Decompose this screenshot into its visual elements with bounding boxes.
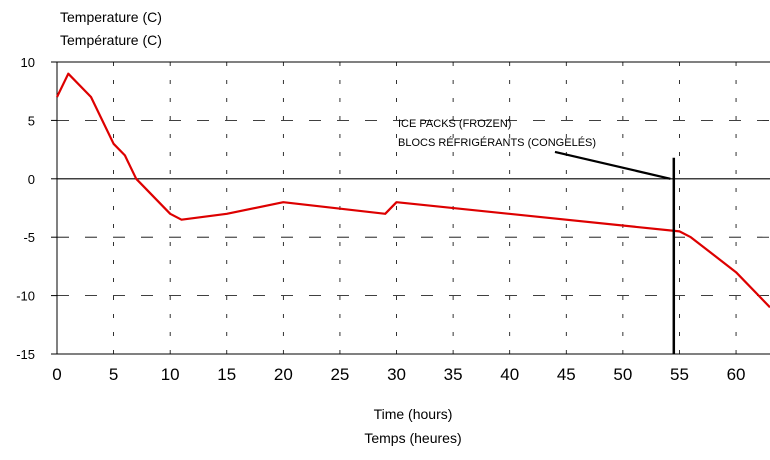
y-tick-label: -10 (16, 289, 35, 304)
x-tick-label: 5 (109, 365, 118, 384)
y-tick-label: 5 (28, 113, 35, 128)
x-axis-label: Temps (heures) (364, 430, 461, 446)
y-tick-label: -5 (23, 230, 35, 245)
x-tick-label: 15 (217, 365, 236, 384)
x-tick-label: 45 (557, 365, 576, 384)
y-tick-label: -15 (16, 347, 35, 362)
annotation-pointer-line (554, 150, 671, 180)
x-axis-label: Time (hours) (374, 406, 453, 422)
x-tick-label: 35 (444, 365, 463, 384)
x-tick-label: 55 (670, 365, 689, 384)
y-axis-label: Température (C) (60, 32, 162, 48)
y-axis-label: Temperature (C) (60, 9, 162, 25)
x-tick-label: 60 (727, 365, 746, 384)
x-tick-label: 50 (613, 365, 632, 384)
annotation-label: BLOCS RÉFRIGÉRANTS (CONGELÉS) (398, 136, 596, 149)
temperature-series-line (56, 72, 770, 309)
y-tick-label: 0 (28, 172, 35, 187)
x-tick-label: 0 (52, 365, 61, 384)
x-tick-label: 25 (330, 365, 349, 384)
annotation-label: ICE PACKS (FROZEN) (398, 118, 511, 130)
x-tick-label: 10 (161, 365, 180, 384)
y-tick-label: 10 (21, 55, 35, 70)
x-tick-label: 20 (274, 365, 293, 384)
x-tick-label: 30 (387, 365, 406, 384)
x-tick-label: 40 (500, 365, 519, 384)
